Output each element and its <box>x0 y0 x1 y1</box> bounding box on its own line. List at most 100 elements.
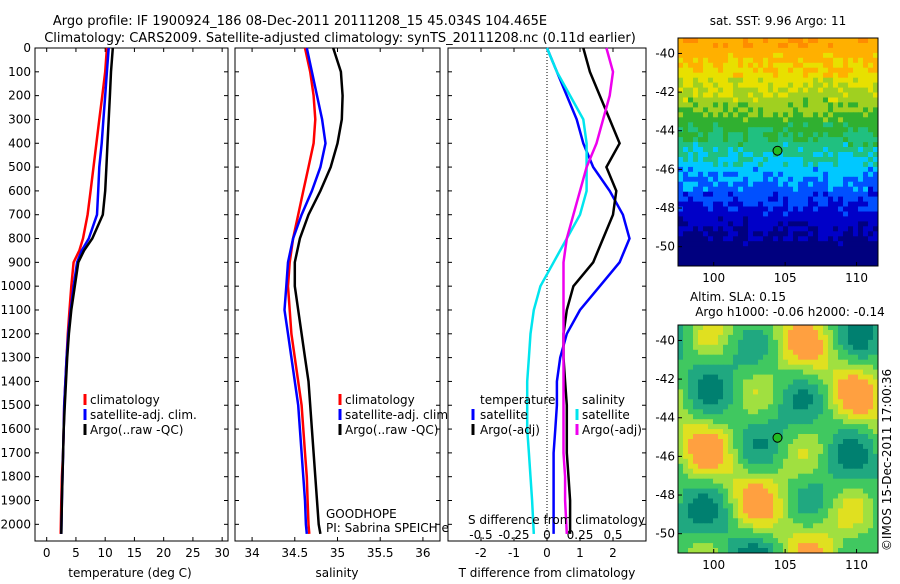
map-cell <box>708 364 714 371</box>
map-cell <box>768 414 774 420</box>
map-cell <box>843 404 849 410</box>
map-cell <box>733 523 739 529</box>
map-cell <box>688 349 694 356</box>
map-cell <box>793 206 799 212</box>
map-cell <box>763 468 769 475</box>
map-cell <box>763 523 769 529</box>
map-cell <box>718 132 724 138</box>
map-cell <box>768 518 774 524</box>
map-cell <box>788 429 794 435</box>
map-cell <box>823 468 829 475</box>
map-cell <box>763 369 769 375</box>
map-cell <box>783 226 789 232</box>
map-cell <box>838 518 844 524</box>
map-cell <box>708 548 714 554</box>
map-cell <box>743 394 749 400</box>
map-cell <box>853 52 859 59</box>
map-cell <box>693 399 699 405</box>
map-cell <box>783 523 789 529</box>
map-cell <box>748 478 754 485</box>
map-cell <box>828 152 834 158</box>
map-cell <box>853 548 859 554</box>
map-cell <box>788 251 794 257</box>
map-x-tick-label: 105 <box>774 558 797 572</box>
map-cell <box>813 325 819 331</box>
map-cell <box>738 132 744 138</box>
map-cell <box>753 330 759 336</box>
map-cell <box>868 52 874 59</box>
map-cell <box>833 503 839 509</box>
map-cell <box>688 448 694 455</box>
map-cell <box>853 221 859 227</box>
map-cell <box>718 439 724 445</box>
map-cell <box>738 543 744 549</box>
map-cell <box>688 231 694 237</box>
map-cell <box>698 226 704 232</box>
map-cell <box>858 67 864 74</box>
map-cell <box>763 102 769 108</box>
map-cell <box>743 444 749 450</box>
map-cell <box>723 102 729 108</box>
map-y-tick-label: -40 <box>655 333 675 347</box>
map-cell <box>678 444 684 450</box>
map-cell <box>788 181 794 188</box>
map-cell <box>858 166 864 173</box>
map-cell <box>778 330 784 336</box>
map-cell <box>708 122 714 128</box>
map-cell <box>753 57 759 64</box>
map-cell <box>698 453 704 460</box>
map-cell <box>738 92 744 98</box>
map-cell <box>708 399 714 405</box>
map-cell <box>678 434 684 440</box>
map-cell <box>823 453 829 460</box>
map-cell <box>833 453 839 460</box>
map-cell <box>873 448 879 455</box>
map-cell <box>698 483 704 489</box>
map-cell <box>833 47 839 54</box>
map-cell <box>713 354 719 361</box>
map-cell <box>843 181 849 188</box>
map-cell <box>868 389 874 395</box>
map-cell <box>703 211 709 217</box>
map-cell <box>828 379 834 385</box>
map-cell <box>773 488 779 494</box>
map-cell <box>873 473 879 480</box>
map-cell <box>733 394 739 400</box>
map-cell <box>768 241 774 247</box>
map-cell <box>743 429 749 435</box>
map-cell <box>758 201 764 207</box>
map-cell <box>853 92 859 98</box>
map-cell <box>763 330 769 336</box>
map-cell <box>793 201 799 207</box>
map-cell <box>683 394 689 400</box>
map-cell <box>843 241 849 247</box>
map-cell <box>763 152 769 158</box>
map-cell <box>858 152 864 158</box>
map-cell <box>783 77 789 84</box>
map-cell <box>683 92 689 98</box>
map-cell <box>743 325 749 331</box>
map-cell <box>788 538 794 544</box>
map-cell <box>828 191 834 198</box>
map-cell <box>698 261 704 267</box>
map-cell <box>778 439 784 445</box>
map-cell <box>863 127 869 133</box>
map-cell <box>688 161 694 168</box>
map-cell <box>793 67 799 74</box>
map-cell <box>713 513 719 519</box>
map-cell <box>748 102 754 108</box>
map-cell <box>768 161 774 168</box>
map-cell <box>873 102 879 108</box>
map-cell <box>818 132 824 138</box>
map-cell <box>803 107 809 113</box>
map-cell <box>828 374 834 380</box>
map-cell <box>823 122 829 128</box>
map-cell <box>718 339 724 346</box>
map-cell <box>703 132 709 138</box>
map-cell <box>678 82 684 88</box>
map-cell <box>758 498 764 504</box>
map-cell <box>753 458 759 465</box>
map-cell <box>713 349 719 356</box>
map-cell <box>828 241 834 247</box>
map-cell <box>863 434 869 440</box>
